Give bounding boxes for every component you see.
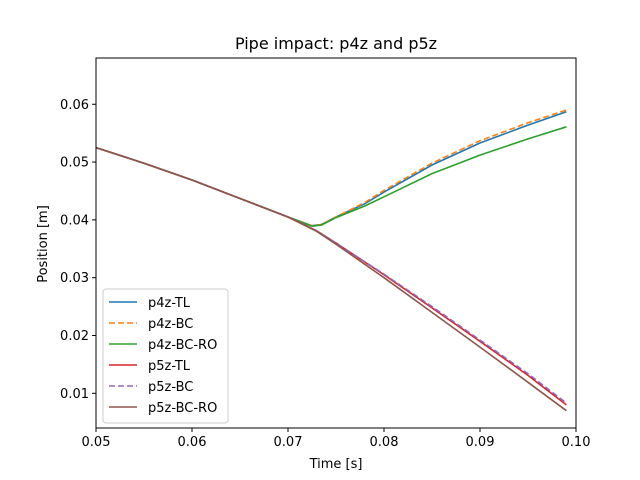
x-axis-label: Time [s] — [309, 457, 363, 472]
legend-label: p4z-BC-RO — [148, 338, 217, 353]
x-tick-label: 0.09 — [466, 435, 495, 450]
chart-title: Pipe impact: p4z and p5z — [235, 34, 437, 53]
legend-label: p5z-BC-RO — [148, 401, 217, 416]
legend-label: p5z-BC — [148, 380, 193, 395]
x-tick-label: 0.07 — [274, 435, 303, 450]
legend-box — [102, 288, 229, 424]
x-tick-label: 0.10 — [562, 435, 591, 450]
y-tick-label: 0.05 — [60, 156, 89, 171]
y-tick-label: 0.06 — [60, 98, 89, 113]
x-tick-label: 0.08 — [370, 435, 399, 450]
y-axis-label: Position [m] — [36, 205, 51, 283]
series-layer — [95, 109, 567, 412]
legend-label: p4z-BC — [148, 317, 193, 332]
y-tick-label: 0.01 — [60, 387, 89, 402]
y-tick-label: 0.03 — [60, 271, 89, 286]
legend-label: p4z-TL — [148, 296, 191, 311]
legend-label: p5z-TL — [148, 359, 191, 374]
y-tick-label: 0.02 — [60, 329, 89, 344]
x-tick-label: 0.06 — [178, 435, 207, 450]
legend: p4z-TL p4z-BC p4z-BC-RO p5z-TL p5z-BC p5z-BC-… — [102, 288, 229, 424]
y-tick-label: 0.04 — [60, 213, 89, 228]
series-line-p5z-bc-ro — [95, 146, 567, 412]
axes-layer: 0.05 0.06 0.07 0.08 0.09 0.10 0.01 0.02 0.03 0.04… — [60, 57, 591, 450]
plot-frame — [95, 57, 577, 429]
x-tick-label: 0.05 — [82, 435, 111, 450]
